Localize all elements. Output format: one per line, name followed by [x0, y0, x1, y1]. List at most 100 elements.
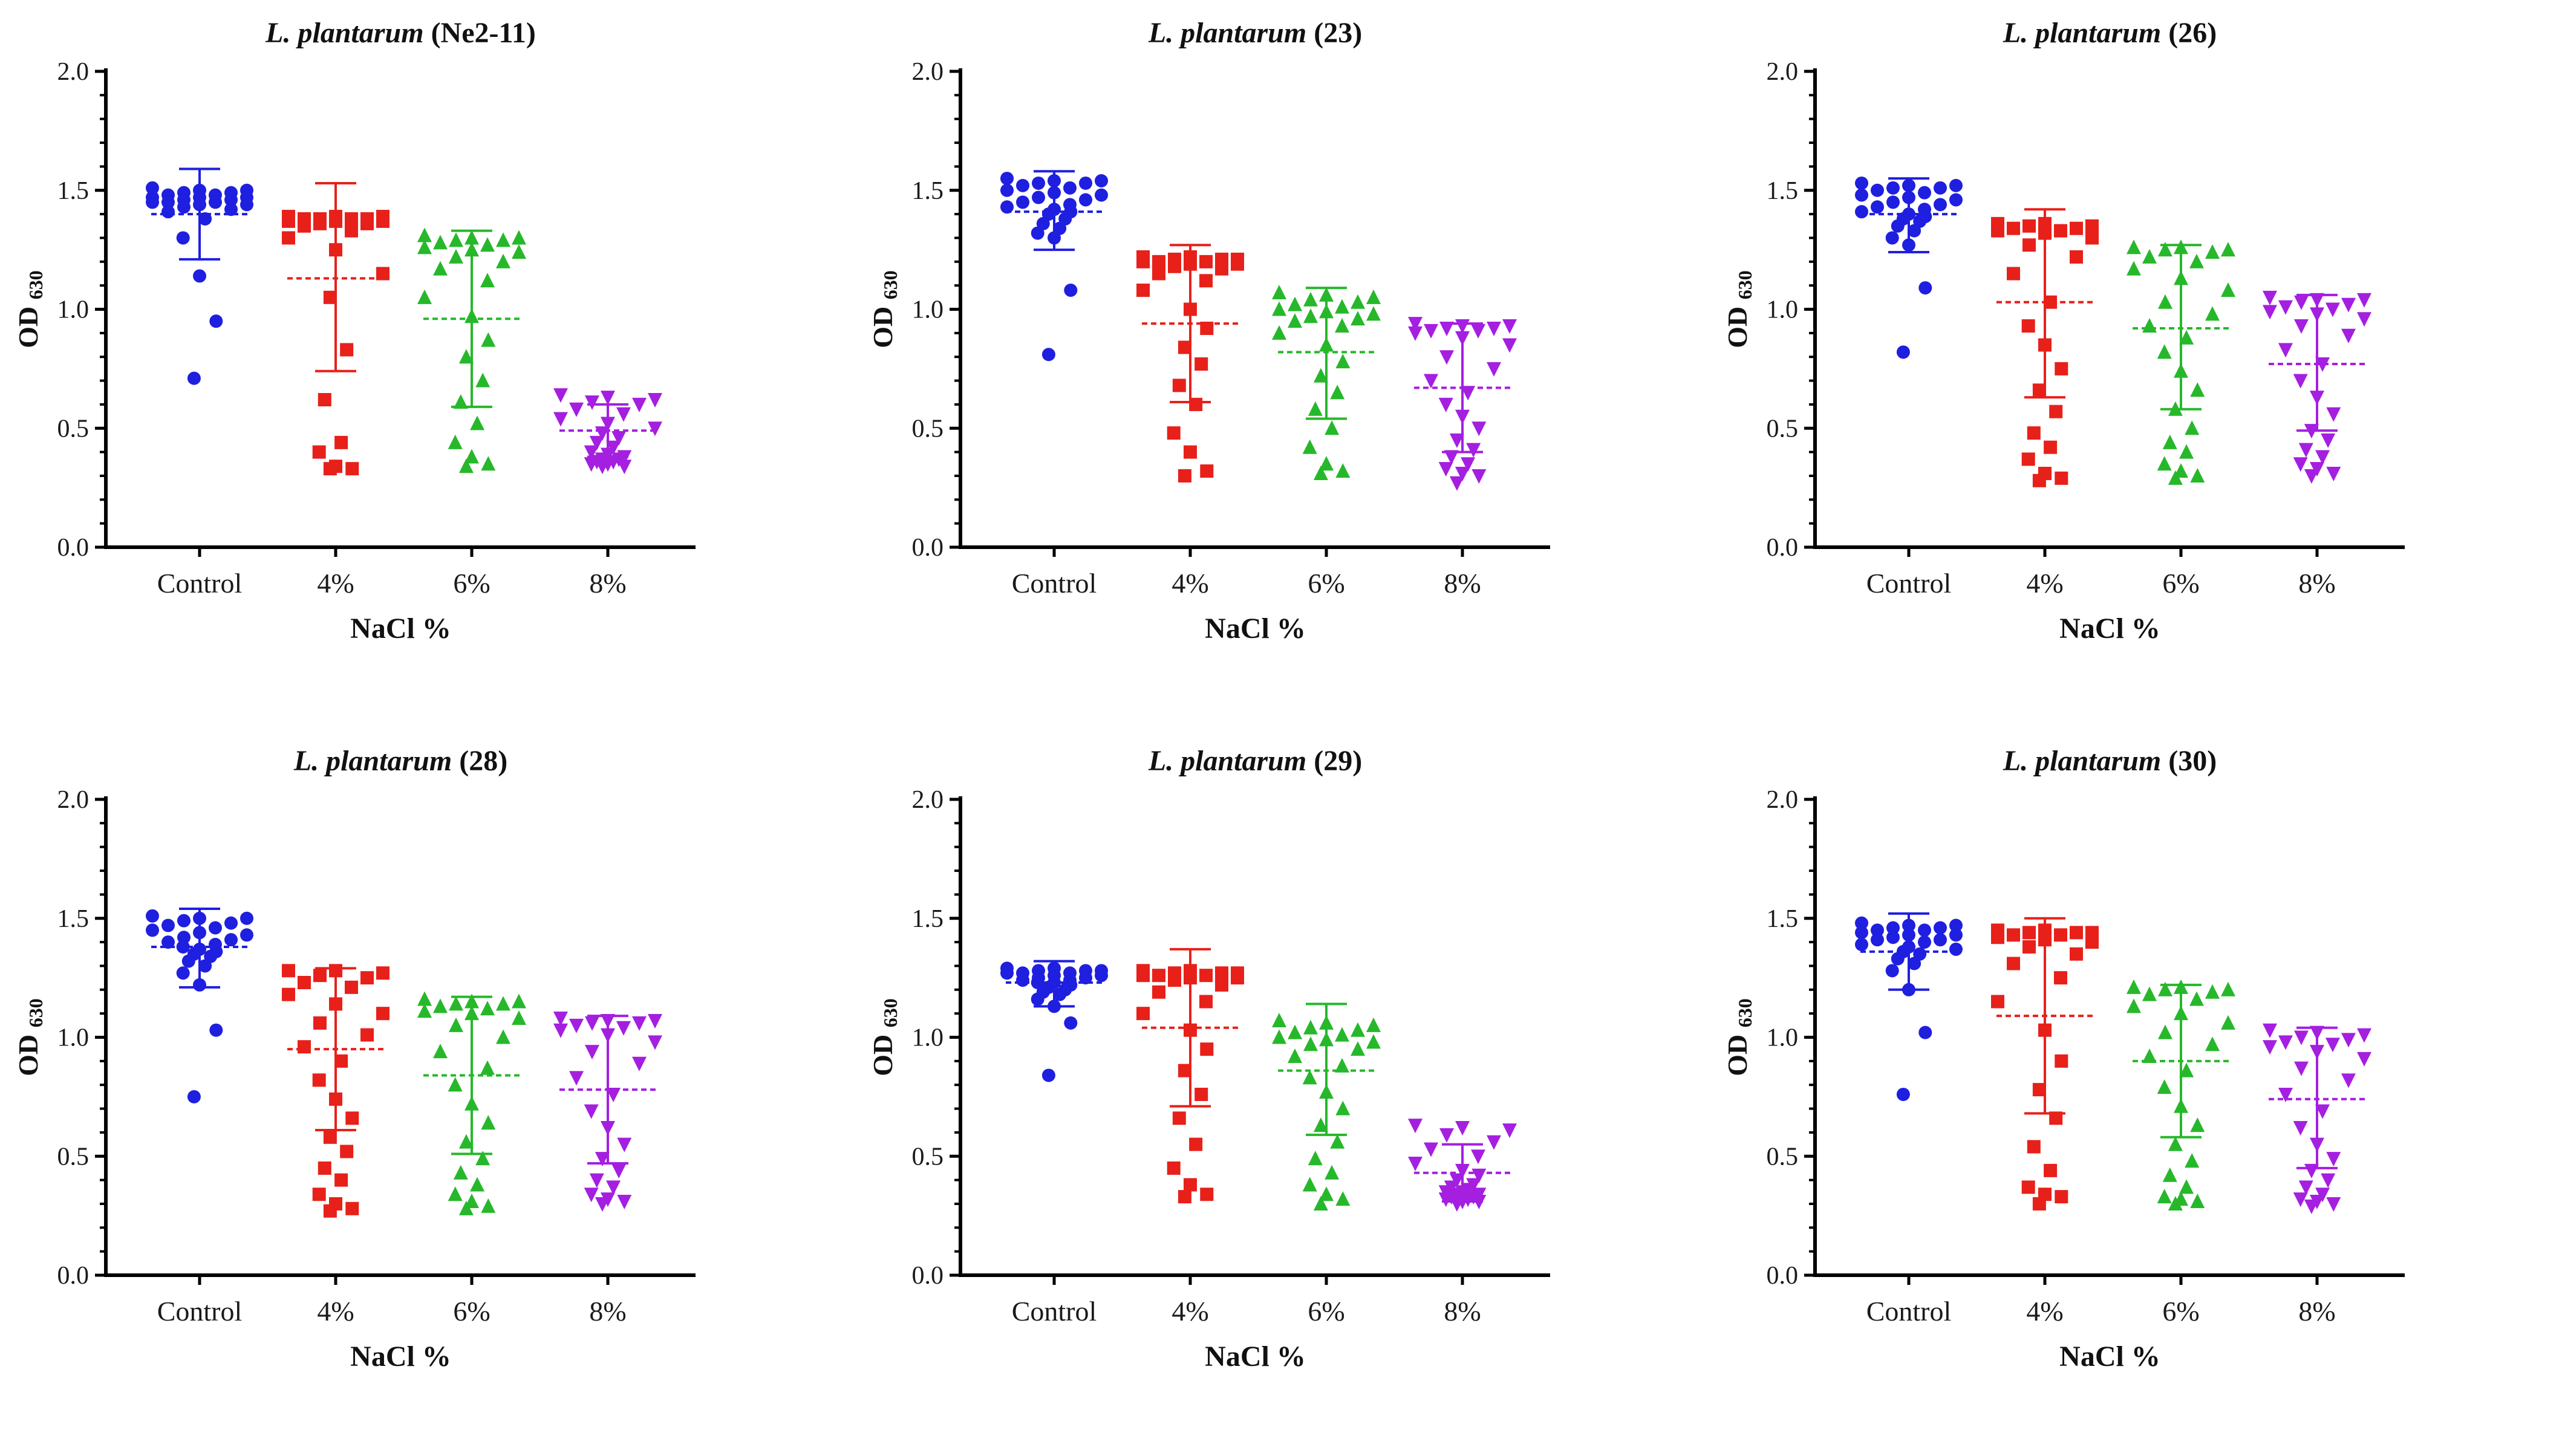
data-point — [1487, 321, 1501, 336]
data-point — [376, 1007, 389, 1021]
data-point — [1178, 469, 1191, 483]
data-point — [2158, 294, 2172, 309]
data-point — [2304, 424, 2319, 439]
data-point — [334, 1054, 348, 1068]
data-point — [2179, 1062, 2194, 1077]
series-4% — [1991, 917, 2099, 1211]
data-point — [318, 1161, 331, 1175]
data-point — [2055, 1054, 2068, 1068]
data-point — [312, 445, 326, 459]
data-point — [453, 1165, 468, 1180]
data-point — [1288, 313, 1302, 328]
data-point — [1855, 176, 1868, 190]
y-tick-label: 0.5 — [57, 415, 90, 443]
y-axis-label: OD 630 — [13, 270, 47, 348]
y-axis-label: OD 630 — [1722, 998, 1756, 1076]
data-point — [1991, 931, 2004, 944]
data-point — [376, 214, 389, 228]
data-point — [1319, 1032, 1334, 1047]
data-point — [2054, 928, 2067, 942]
data-point — [595, 1197, 610, 1212]
data-point — [2263, 1023, 2277, 1038]
y-tick-label: 0.0 — [912, 1262, 944, 1290]
series-8% — [1408, 1119, 1517, 1212]
data-point — [340, 343, 354, 357]
data-point — [1199, 995, 1213, 1009]
data-point — [2294, 1030, 2309, 1045]
data-point — [2326, 1152, 2341, 1167]
data-point — [1885, 231, 1899, 245]
data-point — [1064, 1016, 1078, 1030]
data-point — [1199, 274, 1213, 288]
data-point — [282, 214, 295, 228]
data-point — [2022, 238, 2036, 252]
data-point — [2174, 239, 2188, 255]
x-axis-label: NaCl % — [350, 613, 451, 645]
data-point — [1455, 331, 1470, 346]
data-point — [1949, 942, 1963, 956]
data-point — [1335, 1191, 1351, 1206]
series-Control — [146, 167, 253, 385]
data-point — [2021, 319, 2035, 333]
data-point — [1215, 978, 1228, 992]
series-8% — [553, 1012, 662, 1212]
series-Control — [1000, 960, 1108, 1082]
data-point — [2221, 242, 2235, 257]
data-point — [1095, 969, 1108, 983]
data-point — [1439, 321, 1454, 336]
data-point — [1167, 426, 1181, 440]
y-tick-label: 2.0 — [912, 786, 944, 814]
y-tick-label: 1.5 — [1767, 905, 1799, 933]
chart-title: L. plantarum (23) — [1148, 17, 1362, 49]
series-8% — [2263, 1023, 2371, 1214]
chart-title-species: L. plantarum — [2003, 745, 2168, 777]
y-tick-label: 1.5 — [912, 905, 944, 933]
data-point — [240, 198, 253, 212]
data-point — [1288, 1024, 1302, 1039]
y-tick-label: 1.5 — [1767, 177, 1799, 205]
data-point — [2127, 998, 2141, 1013]
series-6% — [2127, 239, 2235, 485]
data-point — [481, 456, 496, 471]
data-point — [480, 1060, 495, 1075]
data-point — [2038, 933, 2052, 947]
data-point — [1200, 321, 1214, 335]
data-point — [2315, 450, 2330, 465]
data-point — [1351, 311, 1365, 326]
chart-title: L. plantarum (Ne2-11) — [265, 17, 536, 49]
data-point — [345, 980, 358, 994]
data-point — [1455, 1121, 1470, 1136]
x-tick-label: 4% — [317, 568, 354, 599]
data-point — [2022, 940, 2036, 954]
data-point — [2085, 231, 2099, 245]
data-point — [2263, 305, 2277, 320]
data-point — [1152, 985, 1165, 999]
data-point — [496, 996, 510, 1011]
data-point — [417, 227, 432, 242]
y-tick-label: 1.5 — [57, 905, 90, 933]
data-point — [2315, 357, 2330, 372]
x-axis-label: NaCl % — [1205, 613, 1306, 645]
data-point — [1000, 966, 1014, 980]
data-point — [1079, 176, 1092, 190]
data-point — [1041, 1068, 1055, 1082]
data-point — [480, 237, 495, 252]
data-point — [193, 269, 206, 283]
data-point — [1461, 386, 1476, 401]
data-point — [2341, 1033, 2356, 1048]
data-point — [2085, 219, 2099, 233]
data-point — [632, 397, 647, 412]
chart-svg: L. plantarum (30) 0.0 0.5 1.0 1.5 2.0 OD 630 Co… — [1722, 745, 2405, 1373]
y-tick-label: 0.0 — [57, 1262, 90, 1290]
data-point — [1308, 1151, 1323, 1166]
data-point — [601, 1028, 615, 1043]
data-point — [2007, 928, 2020, 942]
data-point — [1855, 938, 1868, 952]
data-point — [345, 462, 359, 476]
data-point — [632, 1056, 647, 1071]
data-point — [161, 205, 175, 219]
data-point — [2179, 330, 2194, 345]
x-tick-label: 8% — [589, 1296, 626, 1327]
data-point — [2127, 239, 2141, 255]
data-point — [2085, 935, 2099, 949]
